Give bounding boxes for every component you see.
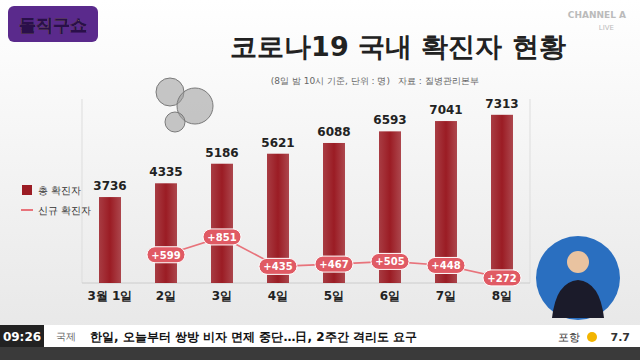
interpreter-head xyxy=(567,251,589,273)
labels: 3736 4335 5186 5621 6088 6593 7041 7313 +599 +851… xyxy=(93,97,521,286)
legend-label: 신규 확진자 xyxy=(38,205,91,216)
ticker-city: 포항 xyxy=(558,331,580,344)
show-logo: 돌직구쇼 xyxy=(19,15,87,35)
legend-label: 총 확진자 xyxy=(38,185,81,196)
bar xyxy=(211,164,233,283)
line-label-box xyxy=(259,258,297,274)
ticker-bottom xyxy=(0,347,640,360)
subtitle: (8일 밤 10시 기준, 단위 : 명) xyxy=(271,76,390,86)
line-label: +599 xyxy=(151,250,180,261)
source-note: 자료 : 질병관리본부 xyxy=(398,76,479,86)
bar-label: 5186 xyxy=(205,146,238,160)
line-label: +851 xyxy=(207,232,236,243)
bar xyxy=(155,183,177,283)
title: 코로나19 국내 확진자 현황 xyxy=(230,31,566,62)
bar-label: 7041 xyxy=(429,103,462,117)
bar-label: 7313 xyxy=(485,97,518,111)
ticker-time: 09:26 xyxy=(3,330,41,344)
bar-label: 3736 xyxy=(93,179,126,193)
line-label-box xyxy=(483,270,521,286)
marks xyxy=(99,115,513,283)
bar xyxy=(491,115,513,283)
bar-label: 4335 xyxy=(149,165,182,179)
legend-swatch xyxy=(21,209,33,211)
line-label: +435 xyxy=(263,261,292,272)
bar-label: 6088 xyxy=(317,125,350,139)
background xyxy=(0,0,640,360)
bar-label: 5621 xyxy=(261,136,294,150)
interpreter-body xyxy=(552,280,604,318)
line-label-box xyxy=(203,229,241,245)
virus-decoration xyxy=(165,112,185,132)
ticker-time-box xyxy=(0,325,44,347)
legend-swatch xyxy=(22,185,32,195)
category-label: 2일 xyxy=(156,289,176,303)
line-label-box xyxy=(315,256,353,272)
bar xyxy=(99,197,121,283)
weather-icon xyxy=(587,332,597,342)
channel-logo: CHANNEL A xyxy=(568,10,626,20)
line-label: +505 xyxy=(375,256,404,267)
ticker-bar xyxy=(0,325,640,347)
y2-axis-line xyxy=(530,99,531,283)
category-label: 3월 1일 xyxy=(88,289,133,303)
line-label: +448 xyxy=(431,260,460,271)
ticker-temperature: 7.7 xyxy=(611,331,631,344)
category-label: 4일 xyxy=(268,289,288,303)
bar-label: 6593 xyxy=(373,113,406,127)
y-axis-line xyxy=(82,99,83,283)
line-label: +467 xyxy=(319,259,348,270)
category-label: 8일 xyxy=(492,289,512,303)
line-label-box xyxy=(147,247,185,263)
live-badge: LIVE xyxy=(599,24,614,32)
line-label-box xyxy=(427,257,465,273)
line-label: +272 xyxy=(487,273,516,284)
ticker-headline: 한일, 오늘부터 쌍방 비자 면제 중단…日, 2주간 격리도 요구 xyxy=(90,330,417,344)
category-label: 6일 xyxy=(380,289,400,303)
category-label: 5일 xyxy=(324,289,344,303)
x-axis-line xyxy=(82,283,530,284)
interpreter-circle xyxy=(536,236,620,320)
category-label: 3일 xyxy=(212,289,232,303)
category-label: 7일 xyxy=(436,289,456,303)
ticker-section: 국제 xyxy=(56,331,76,342)
show-logo-box xyxy=(8,6,98,42)
line-label-box xyxy=(371,253,409,269)
